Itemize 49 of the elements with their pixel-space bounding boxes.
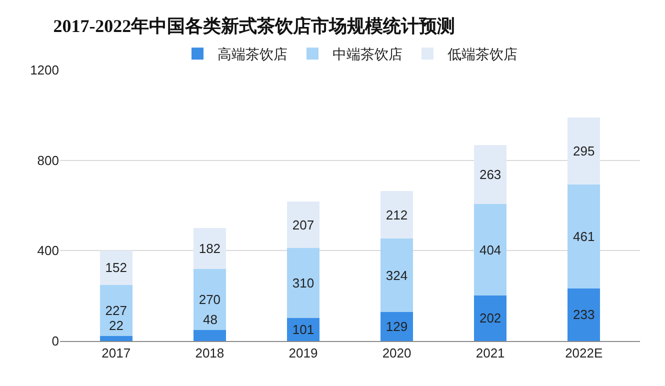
legend-label: 高端茶饮店: [218, 47, 288, 64]
data-label: 48: [203, 312, 218, 327]
legend-label: 中端茶饮店: [332, 47, 402, 64]
data-label: 233: [573, 307, 595, 322]
y-tick-label: 0: [52, 334, 59, 349]
x-tick-label: 2022E: [565, 346, 603, 361]
bar: [380, 190, 414, 239]
x-tick-label: 2017: [102, 346, 131, 361]
bar: [193, 269, 226, 330]
data-label: 324: [386, 268, 408, 283]
bar: [474, 295, 507, 341]
y-tick-label: 400: [37, 243, 59, 258]
bar: [286, 201, 320, 248]
bar: [100, 336, 132, 341]
data-label: 22: [109, 318, 124, 333]
data-label: 295: [573, 143, 595, 158]
data-label: 270: [198, 292, 221, 308]
data-label: 182: [198, 241, 221, 256]
y-tick-label: 800: [37, 152, 59, 168]
data-label: 202: [479, 310, 502, 326]
bar: [474, 144, 507, 204]
data-label: 207: [292, 217, 314, 232]
data-label: 310: [292, 276, 314, 291]
bar: [380, 238, 414, 312]
y-tick-label: 1200: [30, 62, 59, 78]
bar: [100, 284, 132, 336]
bar: [474, 204, 507, 296]
x-tick-label: 2021: [476, 346, 505, 361]
data-label: 263: [479, 166, 502, 182]
x-tick-label: 2018: [195, 346, 224, 361]
bar: [286, 318, 320, 341]
legend-label: 低端茶饮店: [448, 47, 518, 64]
x-tick-label: 2020: [382, 346, 412, 361]
chart-title: 2017-2022年中国各类新式茶饮店市场规模统计预测: [53, 16, 456, 36]
bar: [568, 288, 600, 341]
bar: [568, 118, 600, 184]
data-label: 461: [573, 228, 595, 244]
bar: [568, 184, 600, 288]
bar: [193, 228, 226, 270]
x-tick-label: 2019: [288, 346, 318, 361]
data-label: 212: [386, 207, 408, 222]
data-label: 152: [105, 260, 127, 276]
data-label: 129: [386, 318, 408, 334]
bar: [286, 248, 320, 318]
data-label: 101: [292, 322, 314, 338]
bar: [100, 250, 132, 285]
bar: [193, 330, 226, 341]
data-label: 404: [479, 242, 502, 258]
data-label: 227: [105, 302, 127, 318]
